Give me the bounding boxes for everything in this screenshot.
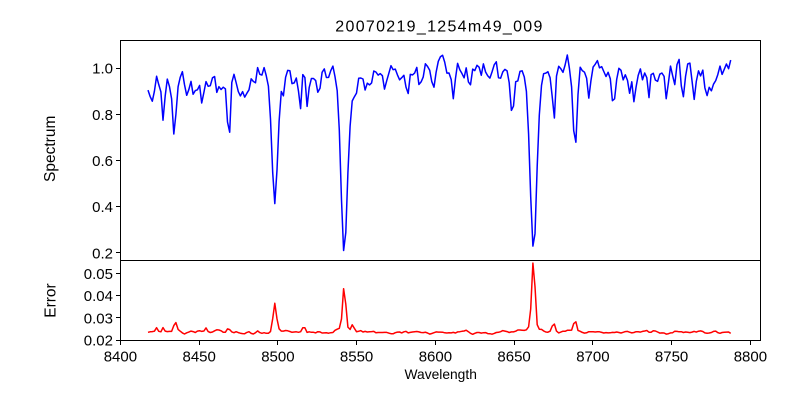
svg-text:Wavelength: Wavelength (405, 367, 477, 382)
svg-text:0.04: 0.04 (84, 288, 113, 305)
svg-text:0.2: 0.2 (92, 245, 113, 262)
svg-text:Spectrum: Spectrum (42, 116, 59, 182)
svg-text:1.0: 1.0 (92, 61, 113, 78)
svg-text:8550: 8550 (340, 348, 373, 365)
svg-text:8700: 8700 (576, 348, 609, 365)
svg-text:0.4: 0.4 (92, 199, 113, 216)
svg-text:8600: 8600 (419, 348, 452, 365)
svg-text:8650: 8650 (497, 348, 530, 365)
svg-text:8500: 8500 (261, 348, 294, 365)
svg-text:8450: 8450 (183, 348, 216, 365)
svg-text:0.6: 0.6 (92, 153, 113, 170)
svg-text:20070219_1254m49_009: 20070219_1254m49_009 (335, 18, 543, 35)
svg-text:8750: 8750 (655, 348, 688, 365)
svg-text:8400: 8400 (104, 348, 137, 365)
svg-text:0.02: 0.02 (84, 332, 113, 349)
svg-text:Error: Error (43, 283, 60, 317)
svg-text:8800: 8800 (734, 348, 767, 365)
svg-text:0.8: 0.8 (92, 107, 113, 124)
svg-text:0.05: 0.05 (84, 266, 113, 283)
svg-text:0.03: 0.03 (84, 310, 113, 327)
